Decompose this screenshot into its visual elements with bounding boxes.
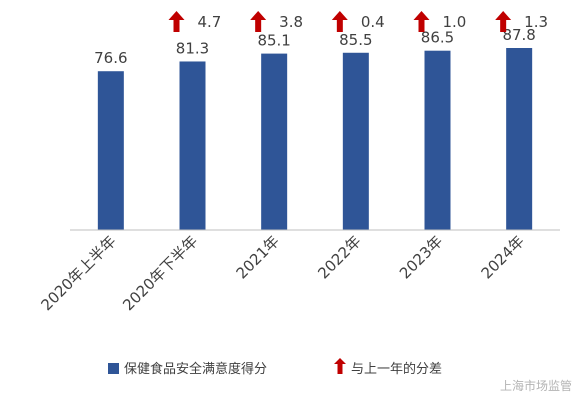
bar-value-label: 85.5 [339,31,372,49]
bar [506,48,533,230]
difference-value-label: 4.7 [198,13,222,31]
legend-swatch-series [108,363,119,374]
bar [342,52,369,230]
bar-value-label: 87.8 [502,26,535,44]
x-tick-label: 2023年 [396,232,446,282]
x-tick-labels-group: 2020年上半年 2020年下半年 2021年 2022年 2023年 2024年 [38,232,528,314]
red-up-arrow-icon [250,11,267,32]
red-up-arrow-icon [413,11,430,32]
legend: 保健食品安全满意度得分 与上一年的分差 [108,358,442,377]
bar-value-label: 81.3 [176,39,209,57]
bar [97,71,124,230]
red-up-arrow-icon [168,11,185,32]
legend-red-up-arrow-icon [334,358,346,374]
bar [179,61,206,231]
difference-value-label: 3.8 [279,13,303,31]
red-up-arrow-icon [495,11,512,32]
bar [424,50,451,230]
difference-value-label: 0.4 [361,13,385,31]
legend-label-difference: 与上一年的分差 [351,361,442,377]
bar-value-label: 86.5 [421,29,454,47]
x-tick-label: 2020年上半年 [38,232,120,314]
value-labels-group: 76.6 81.3 85.1 85.5 86.5 87.8 [94,26,536,67]
bars-group [97,48,533,231]
red-up-arrow-icon [331,11,348,32]
x-tick-label: 2021年 [233,232,283,282]
bar [261,53,288,231]
x-tick-label: 2024年 [478,232,528,282]
difference-markers-group: 4.7 3.8 0.4 1.0 1.3 [168,11,548,32]
legend-label-series: 保健食品安全满意度得分 [124,361,267,377]
bar-value-label: 76.6 [94,49,127,67]
x-tick-label: 2022年 [314,232,364,282]
bar-value-label: 85.1 [257,32,290,50]
watermark: 上海市场监管 [500,378,572,393]
difference-value-label: 1.0 [443,13,467,31]
x-tick-label: 2020年下半年 [119,232,201,314]
difference-value-label: 1.3 [524,13,548,31]
